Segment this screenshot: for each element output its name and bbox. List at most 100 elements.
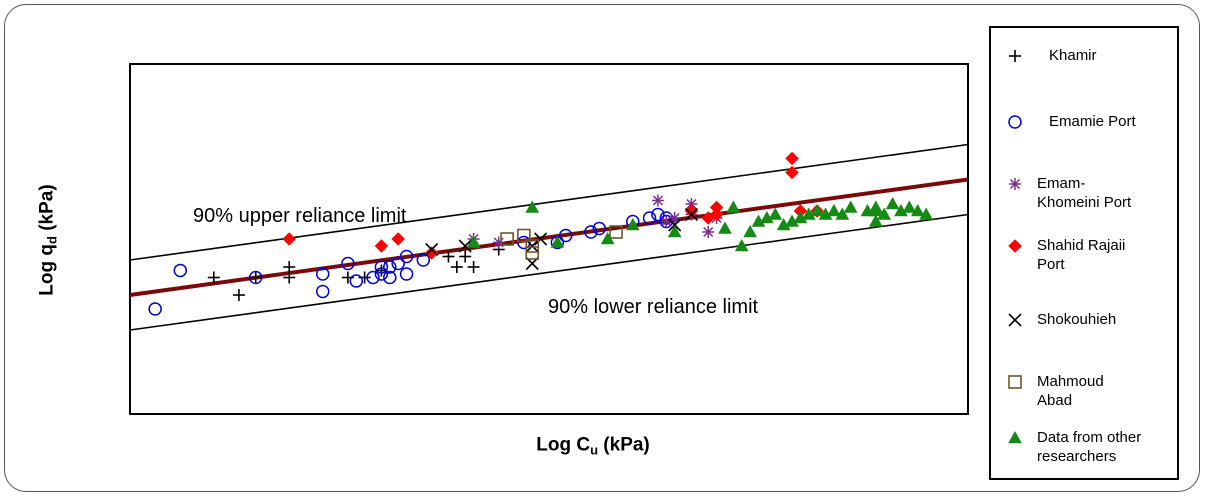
legend-marker-x xyxy=(1008,313,1022,327)
data-point-shokouhieh xyxy=(684,207,699,222)
data-point-emamie-port xyxy=(642,211,657,225)
legend-label: Emamie Port xyxy=(1049,113,1136,130)
legend-glyph-plus xyxy=(1009,50,1021,62)
data-point-shahid-rajaii-port xyxy=(709,200,724,215)
data-point-data-from-other-researchers xyxy=(768,207,783,220)
data-point-shokouhieh xyxy=(458,239,472,253)
data-point-emam-khomeini-port xyxy=(651,194,664,207)
data-point-data-from-other-researchers xyxy=(868,200,883,213)
data-point-shahid-rajaii-port xyxy=(391,232,405,246)
upper-limit-annotation: 90% upper reliance limit xyxy=(193,205,407,227)
data-point-data-from-other-researchers xyxy=(919,207,933,220)
legend-item-data-from-other-researchers: Data from other researchers xyxy=(991,428,1179,488)
legend-glyph-triangle xyxy=(1008,430,1022,444)
lower-limit-line xyxy=(129,213,969,331)
data-point-emamie-port xyxy=(391,256,405,271)
legend-label: Shahid Rajaii Port xyxy=(1037,237,1126,273)
regression-line xyxy=(129,177,969,297)
data-point-data-from-other-researchers xyxy=(810,203,825,217)
data-point-emamie-port xyxy=(383,270,397,285)
legend-marker-square xyxy=(1008,375,1022,389)
data-point-emamie-port xyxy=(416,253,431,267)
data-point-khamir xyxy=(450,261,463,273)
data-point-data-from-other-researchers xyxy=(877,207,892,220)
lines-layer xyxy=(129,143,969,331)
data-point-emamie-port xyxy=(173,263,188,278)
data-point-shokouhieh xyxy=(534,232,548,246)
data-point-emamie-port xyxy=(559,228,573,243)
data-point-shahid-rajaii-port xyxy=(684,204,699,218)
legend-label: Data from other researchers xyxy=(1037,429,1142,465)
data-point-emamie-port xyxy=(341,256,355,271)
data-point-emamie-port xyxy=(374,260,389,274)
data-point-data-from-other-researchers xyxy=(835,207,850,220)
legend-glyph-square xyxy=(1008,375,1022,389)
legend-item-khamir: Khamir xyxy=(991,46,1179,106)
data-point-mahmoud-abad xyxy=(517,228,531,243)
legend-marker-circle xyxy=(1008,115,1022,129)
lower-limit-annotation: 90% lower reliance limit xyxy=(548,296,759,318)
data-point-emamie-port xyxy=(651,207,665,222)
data-point-khamir xyxy=(459,250,472,263)
data-point-data-from-other-researchers xyxy=(550,235,565,248)
legend-item-emam-khomeini-port: Emam- Khomeini Port xyxy=(991,174,1179,234)
data-point-emamie-port xyxy=(315,267,330,281)
data-point-mahmoud-abad xyxy=(525,246,540,260)
chart-frame xyxy=(4,4,1200,492)
data-point-khamir xyxy=(283,271,296,284)
legend-glyph-circle xyxy=(1008,115,1022,129)
data-point-emamie-port xyxy=(148,302,162,316)
data-point-shahid-rajaii-port xyxy=(424,246,439,260)
x-axis-label: Log Cu (kPa) xyxy=(536,434,650,458)
data-point-emamie-port xyxy=(248,270,263,285)
points-layer xyxy=(148,151,933,316)
data-point-emamie-port xyxy=(349,274,364,288)
legend-marker-triangle xyxy=(1008,430,1022,444)
data-point-data-from-other-researchers xyxy=(910,203,925,217)
data-point-data-from-other-researchers xyxy=(667,224,682,238)
data-point-emam-khomeini-port xyxy=(492,236,505,249)
data-point-khamir xyxy=(467,261,480,273)
data-point-emamie-port xyxy=(374,267,389,281)
legend-label: Khamir xyxy=(1049,47,1097,64)
data-point-emamie-port xyxy=(584,225,598,239)
data-point-data-from-other-researchers xyxy=(743,224,757,238)
data-point-data-from-other-researchers xyxy=(466,235,481,248)
data-point-emamie-port xyxy=(315,284,330,299)
data-point-data-from-other-researchers xyxy=(600,231,615,245)
data-point-khamir xyxy=(249,271,262,284)
data-point-emamie-port xyxy=(592,221,607,236)
data-point-emamie-port xyxy=(399,249,414,264)
legend-label: Mahmoud Abad xyxy=(1037,373,1104,409)
data-point-shahid-rajaii-port xyxy=(785,165,799,180)
data-point-data-from-other-researchers xyxy=(827,203,841,217)
legend-item-shahid-rajaii-port: Shahid Rajaii Port xyxy=(991,236,1179,296)
legend-item-mahmoud-abad: Mahmoud Abad xyxy=(991,372,1179,432)
legend-item-shokouhieh: Shokouhieh xyxy=(991,310,1179,370)
data-point-data-from-other-researchers xyxy=(726,200,741,213)
legend-label: Shokouhieh xyxy=(1037,311,1117,328)
data-point-khamir xyxy=(442,250,455,263)
data-point-shokouhieh xyxy=(425,242,439,257)
data-point-data-from-other-researchers xyxy=(625,217,640,231)
data-point-emam-khomeini-port xyxy=(702,226,715,238)
data-point-emamie-port xyxy=(383,260,397,274)
data-point-shahid-rajaii-port xyxy=(709,207,724,222)
upper-limit-line xyxy=(129,143,969,261)
legend-glyph-diamond xyxy=(1008,239,1022,253)
data-point-khamir xyxy=(232,289,245,301)
data-point-shahid-rajaii-port xyxy=(282,232,296,246)
data-point-data-from-other-researchers xyxy=(885,196,900,210)
data-point-shahid-rajaii-port xyxy=(374,239,389,253)
data-point-mahmoud-abad xyxy=(500,232,514,246)
data-point-data-from-other-researchers xyxy=(843,200,858,213)
legend-glyph-x xyxy=(1008,313,1022,327)
data-point-data-from-other-researchers xyxy=(902,200,917,213)
data-point-emamie-port xyxy=(399,267,414,281)
data-point-data-from-other-researchers xyxy=(734,238,749,252)
data-point-data-from-other-researchers xyxy=(868,214,883,227)
data-point-mahmoud-abad xyxy=(525,239,540,253)
data-point-mahmoud-abad xyxy=(609,225,623,239)
legend-marker-diamond xyxy=(1008,239,1022,253)
data-point-emamie-port xyxy=(366,270,380,285)
